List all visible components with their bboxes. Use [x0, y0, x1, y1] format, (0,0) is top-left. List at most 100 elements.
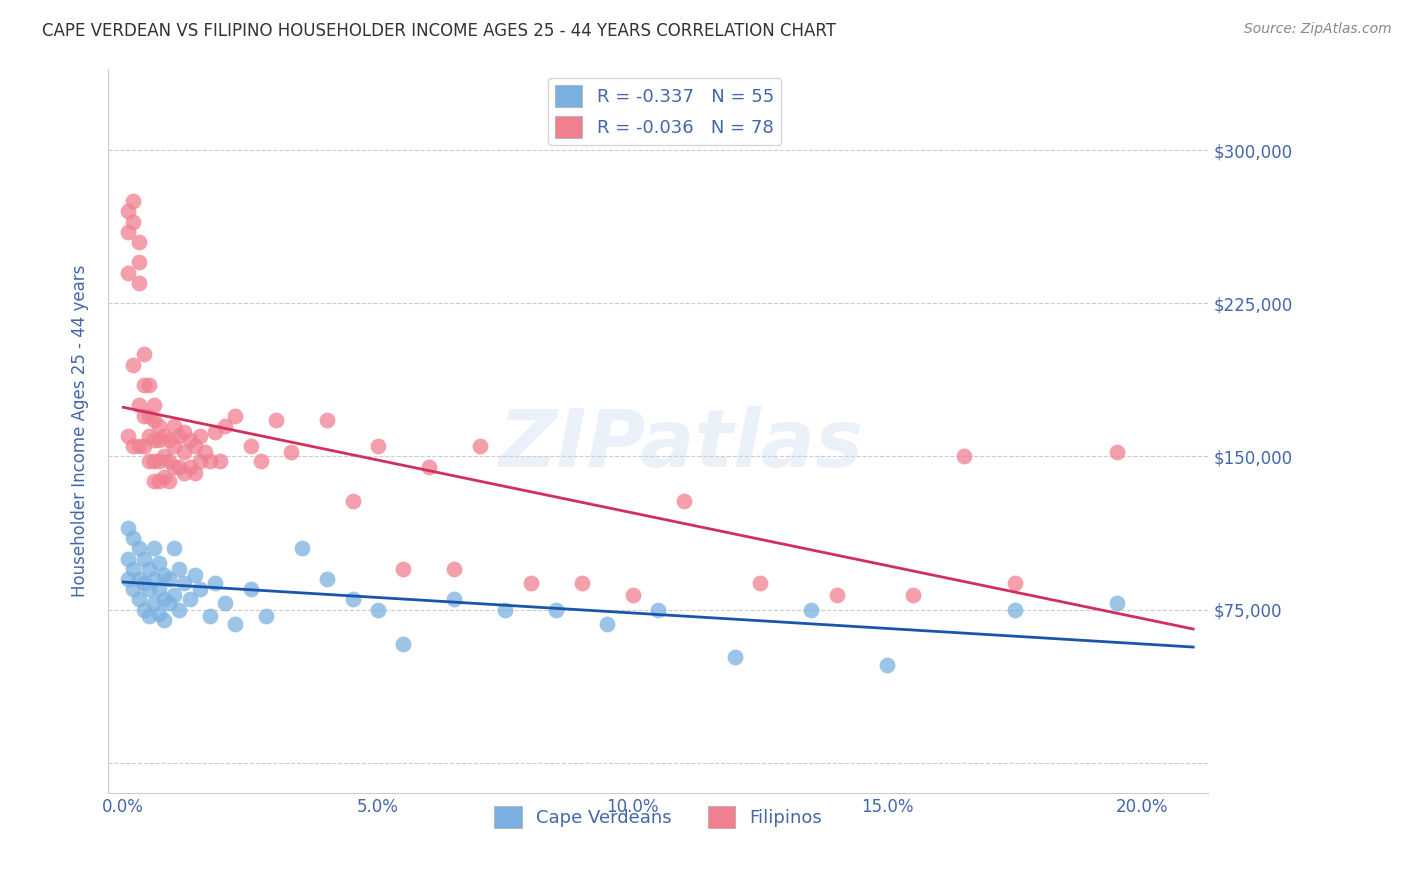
- Point: [163, 459, 186, 474]
- Point: [117, 204, 139, 219]
- Point: [153, 470, 176, 484]
- Point: [148, 418, 170, 433]
- Point: [153, 429, 176, 443]
- Point: [316, 413, 339, 427]
- Point: [204, 425, 226, 439]
- Point: [163, 541, 186, 556]
- Point: [142, 433, 165, 447]
- Point: [647, 602, 669, 616]
- Point: [142, 413, 165, 427]
- Point: [254, 608, 277, 623]
- Point: [128, 235, 150, 249]
- Point: [749, 576, 772, 591]
- Point: [1105, 597, 1128, 611]
- Point: [825, 588, 848, 602]
- Point: [621, 588, 644, 602]
- Point: [163, 588, 186, 602]
- Point: [117, 521, 139, 535]
- Point: [157, 572, 180, 586]
- Point: [188, 453, 211, 467]
- Point: [128, 276, 150, 290]
- Point: [173, 576, 195, 591]
- Point: [173, 425, 195, 439]
- Point: [138, 453, 160, 467]
- Point: [148, 474, 170, 488]
- Point: [122, 214, 145, 228]
- Point: [392, 637, 415, 651]
- Point: [132, 378, 155, 392]
- Point: [316, 572, 339, 586]
- Point: [138, 582, 160, 597]
- Point: [724, 649, 747, 664]
- Point: [571, 576, 593, 591]
- Point: [264, 413, 287, 427]
- Point: [1004, 576, 1026, 591]
- Point: [367, 439, 389, 453]
- Point: [183, 466, 205, 480]
- Point: [179, 433, 201, 447]
- Point: [204, 576, 226, 591]
- Point: [468, 439, 491, 453]
- Text: Source: ZipAtlas.com: Source: ZipAtlas.com: [1244, 22, 1392, 37]
- Point: [148, 453, 170, 467]
- Point: [148, 556, 170, 570]
- Point: [132, 551, 155, 566]
- Point: [122, 194, 145, 209]
- Point: [122, 582, 145, 597]
- Point: [169, 429, 191, 443]
- Point: [142, 453, 165, 467]
- Point: [239, 439, 262, 453]
- Point: [179, 459, 201, 474]
- Point: [128, 572, 150, 586]
- Text: CAPE VERDEAN VS FILIPINO HOUSEHOLDER INCOME AGES 25 - 44 YEARS CORRELATION CHART: CAPE VERDEAN VS FILIPINO HOUSEHOLDER INC…: [42, 22, 837, 40]
- Point: [122, 531, 145, 545]
- Point: [198, 453, 221, 467]
- Point: [169, 602, 191, 616]
- Point: [142, 597, 165, 611]
- Point: [183, 567, 205, 582]
- Point: [239, 582, 262, 597]
- Point: [157, 453, 180, 467]
- Point: [117, 429, 139, 443]
- Point: [179, 592, 201, 607]
- Point: [153, 592, 176, 607]
- Point: [163, 439, 186, 453]
- Point: [148, 582, 170, 597]
- Point: [122, 439, 145, 453]
- Point: [157, 433, 180, 447]
- Point: [128, 255, 150, 269]
- Point: [153, 450, 176, 464]
- Point: [291, 541, 314, 556]
- Point: [672, 494, 695, 508]
- Point: [157, 474, 180, 488]
- Point: [280, 445, 302, 459]
- Point: [494, 602, 516, 616]
- Point: [183, 439, 205, 453]
- Point: [224, 616, 246, 631]
- Point: [153, 613, 176, 627]
- Point: [169, 459, 191, 474]
- Legend: Cape Verdeans, Filipinos: Cape Verdeans, Filipinos: [488, 798, 830, 835]
- Point: [342, 592, 364, 607]
- Point: [876, 657, 898, 672]
- Point: [1105, 445, 1128, 459]
- Point: [173, 466, 195, 480]
- Point: [138, 378, 160, 392]
- Point: [132, 576, 155, 591]
- Point: [122, 358, 145, 372]
- Y-axis label: Householder Income Ages 25 - 44 years: Householder Income Ages 25 - 44 years: [72, 265, 89, 597]
- Point: [367, 602, 389, 616]
- Point: [596, 616, 619, 631]
- Point: [132, 602, 155, 616]
- Point: [132, 409, 155, 423]
- Point: [188, 429, 211, 443]
- Point: [443, 592, 465, 607]
- Point: [520, 576, 543, 591]
- Point: [142, 398, 165, 412]
- Point: [188, 582, 211, 597]
- Point: [117, 572, 139, 586]
- Point: [953, 450, 976, 464]
- Point: [173, 445, 195, 459]
- Point: [214, 418, 236, 433]
- Point: [128, 398, 150, 412]
